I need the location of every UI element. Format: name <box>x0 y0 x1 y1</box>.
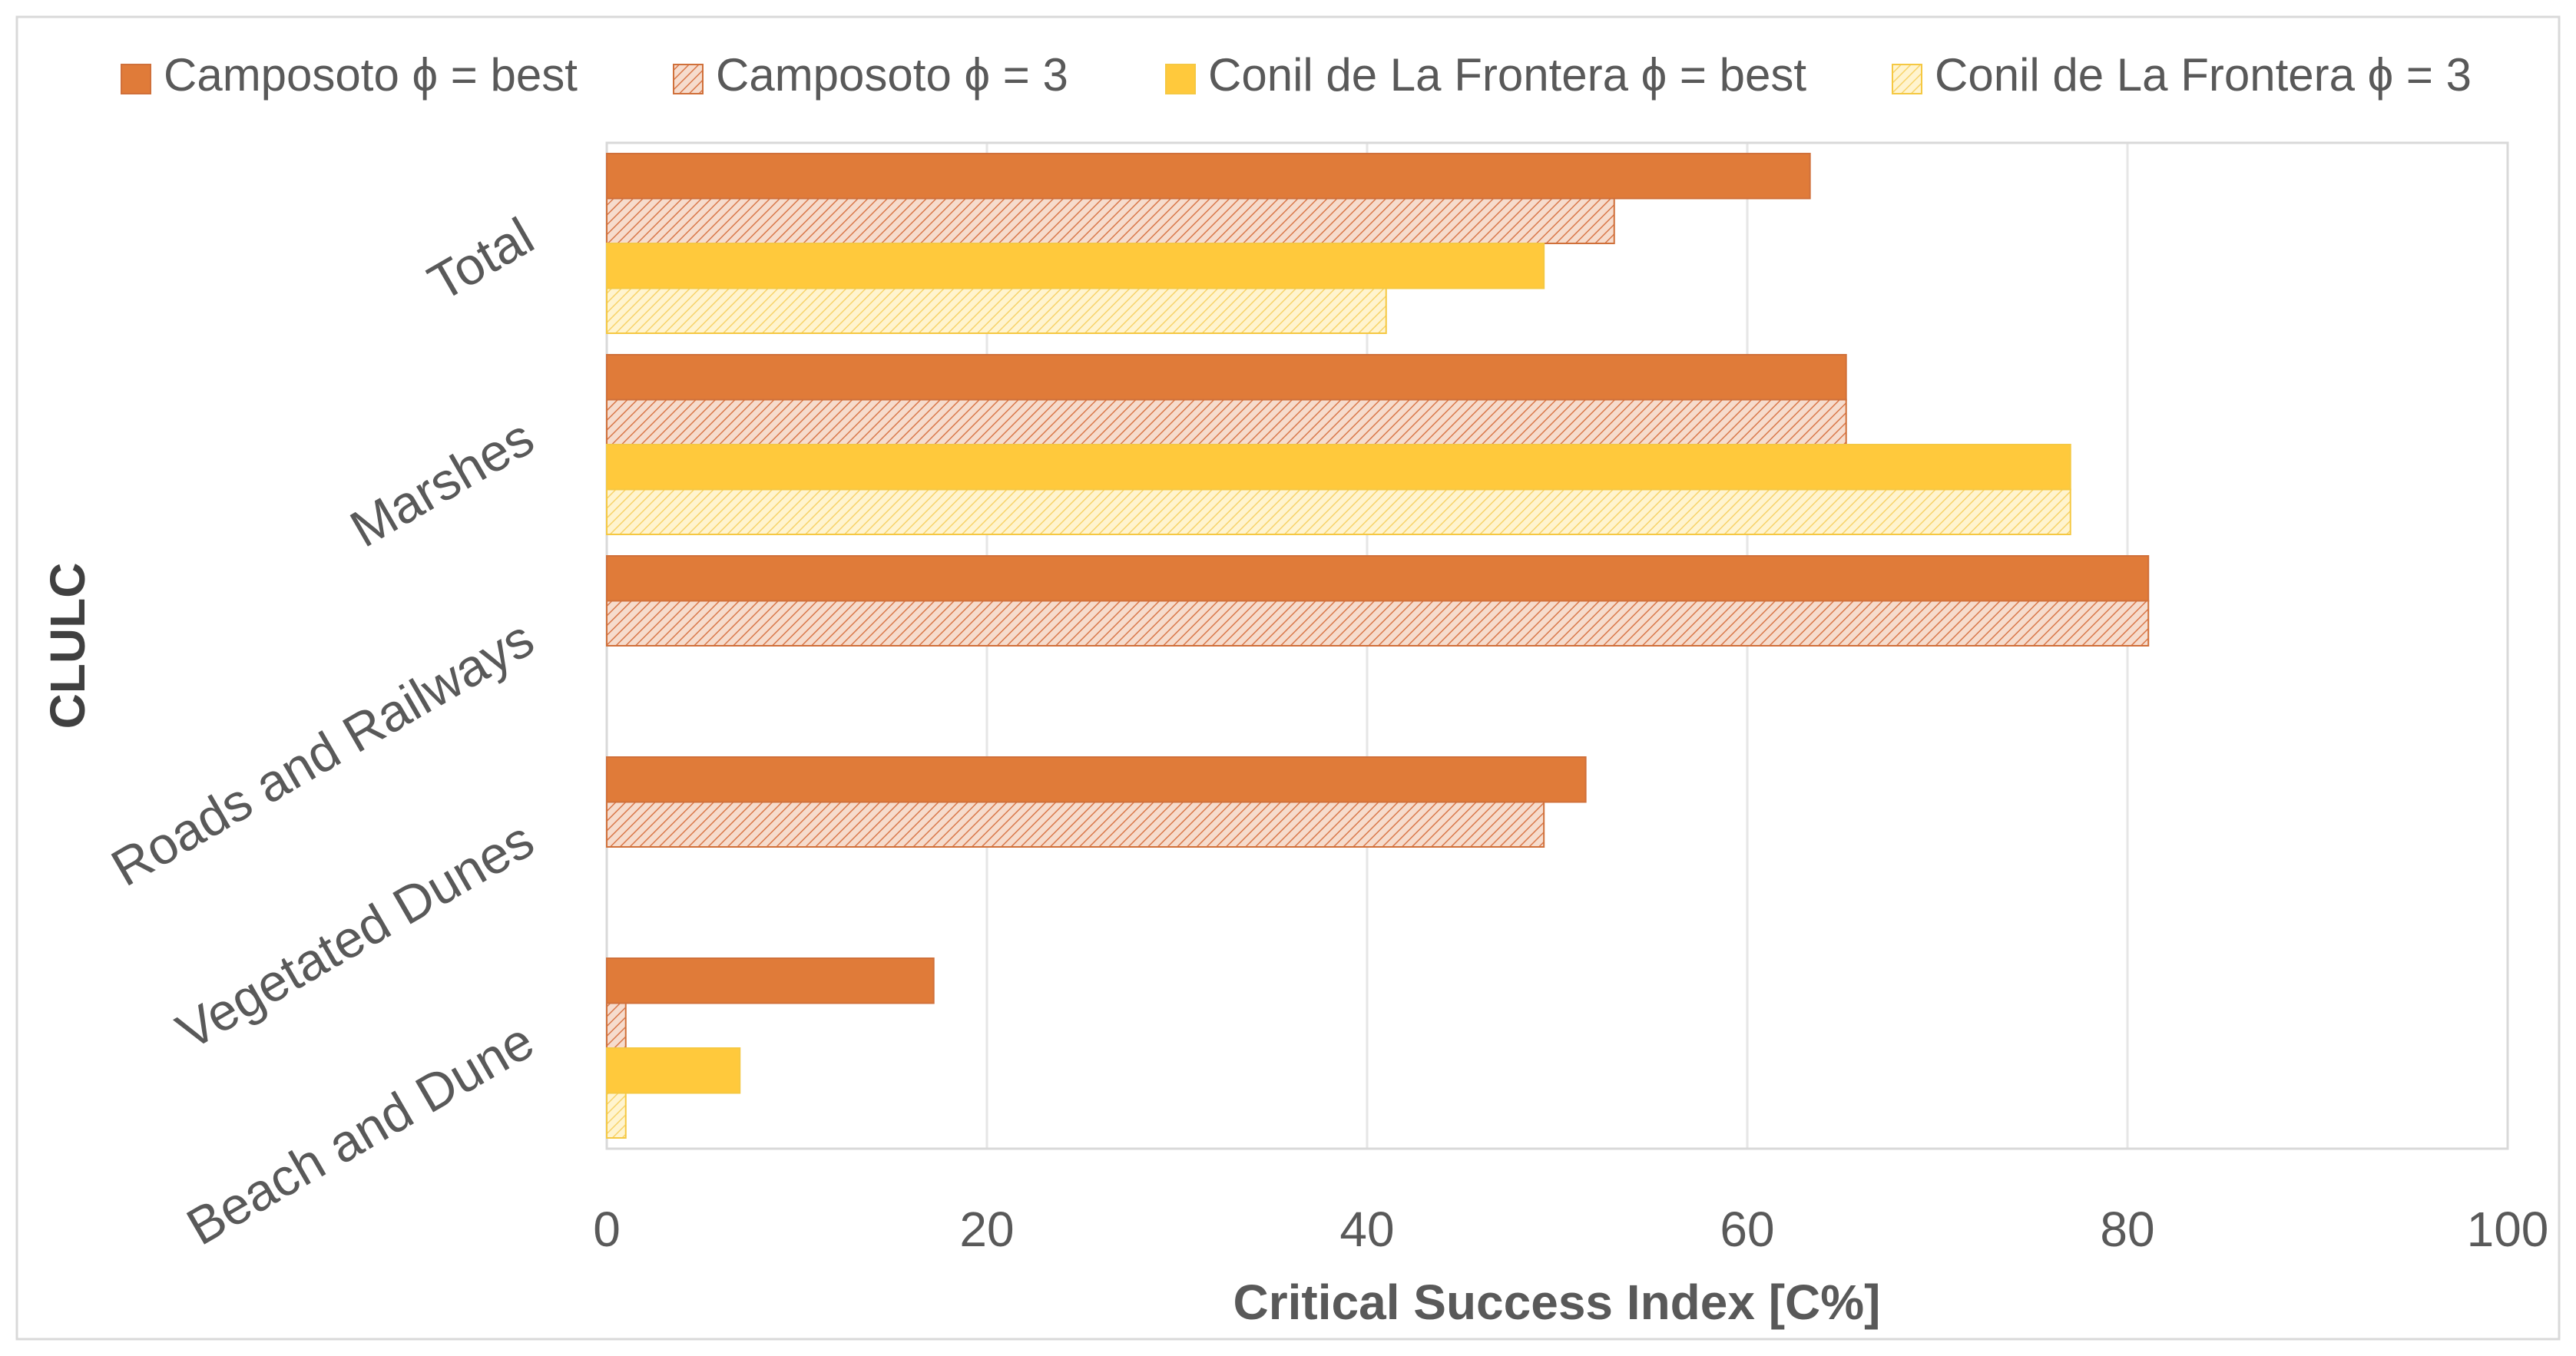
bar-camposoto-best-vegetated-dunes <box>606 756 1587 803</box>
x-tick-label: 0 <box>593 1202 621 1257</box>
bar-camposoto-3-vegetated-dunes <box>606 801 1545 848</box>
x-tick-label: 60 <box>1720 1202 1774 1257</box>
legend-label-conil-de-la-frontera-best: Conil de La Frontera ϕ = best <box>1208 49 1806 101</box>
bar-camposoto-best-roads-and-railways <box>606 555 2150 602</box>
x-tick-label: 100 <box>2467 1202 2549 1257</box>
bar-conil-de-la-frontera-3-marshes <box>606 488 2071 535</box>
bars <box>606 153 2150 1139</box>
bar-conil-de-la-frontera-best-beach-and-dune <box>606 1047 741 1094</box>
legend-label-camposoto-3: Camposoto ϕ = 3 <box>716 49 1068 101</box>
bar-conil-de-la-frontera-3-beach-and-dune <box>606 1092 627 1139</box>
legend-swatch-camposoto-best <box>121 64 151 94</box>
x-axis-title: Critical Success Index [C%] <box>1233 1275 1881 1330</box>
legend-swatch-camposoto-3 <box>673 64 704 94</box>
x-tick-label: 20 <box>959 1202 1014 1257</box>
bar-conil-de-la-frontera-best-total <box>606 243 1545 289</box>
legend-label-conil-de-la-frontera-3: Conil de La Frontera ϕ = 3 <box>1935 49 2472 101</box>
y-axis-title: CLULC <box>40 563 95 729</box>
x-tick-labels: 0 20 40 60 80 100 <box>593 1202 2548 1257</box>
bar-camposoto-3-roads-and-railways <box>606 600 2150 647</box>
x-tick-label: 40 <box>1339 1202 1394 1257</box>
legend-swatch-conil-de-la-frontera-best <box>1165 64 1196 94</box>
bar-camposoto-best-total <box>606 153 1811 200</box>
bar-camposoto-3-marshes <box>606 399 1847 445</box>
bar-camposoto-best-beach-and-dune <box>606 957 935 1004</box>
bar-camposoto-3-total <box>606 197 1615 244</box>
legend-label-camposoto-best: Camposoto ϕ = best <box>164 49 578 101</box>
bar-conil-de-la-frontera-3-total <box>606 287 1387 334</box>
legend-swatch-conil-de-la-frontera-3 <box>1892 64 1922 94</box>
bar-conil-de-la-frontera-best-marshes <box>606 444 2071 491</box>
legend: Camposoto ϕ = best Camposoto ϕ = 3 Conil d… <box>121 49 2472 101</box>
bar-camposoto-3-beach-and-dune <box>606 1002 627 1049</box>
bar-camposoto-best-marshes <box>606 354 1847 401</box>
x-tick-label: 80 <box>2100 1202 2154 1257</box>
